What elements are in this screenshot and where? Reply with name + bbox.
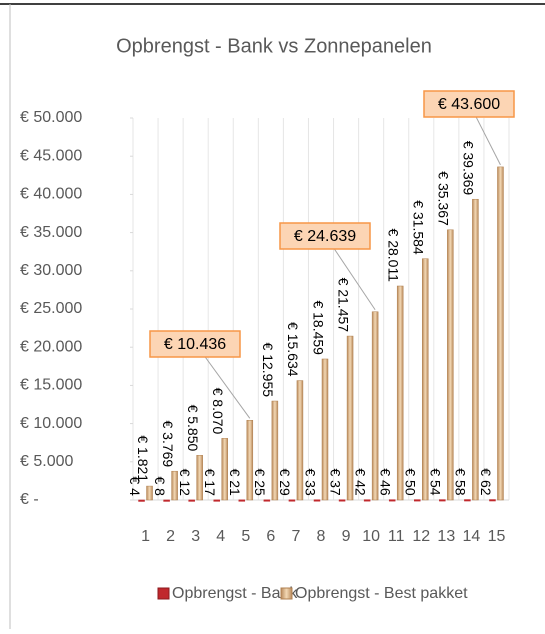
bar	[472, 198, 479, 501]
data-label: € 21	[227, 469, 243, 496]
bar	[396, 285, 404, 501]
data-label: € 54	[428, 468, 444, 495]
bar	[388, 499, 396, 502]
bar	[414, 499, 421, 502]
bar	[497, 166, 504, 501]
bar	[464, 499, 471, 502]
data-label: € 46	[377, 468, 393, 495]
callout-box	[423, 90, 515, 118]
bar	[447, 229, 454, 501]
bar	[321, 358, 329, 501]
legend-swatch	[157, 587, 170, 600]
y-tick-label: € 15.000	[20, 377, 82, 394]
data-label: € 12.955	[260, 343, 276, 398]
bar	[271, 400, 279, 501]
bar	[238, 499, 246, 502]
data-label: € 43.600	[438, 96, 500, 113]
y-tick-label: € 20.000	[20, 338, 82, 355]
y-tick-label: € 30.000	[20, 262, 82, 279]
y-tick-label: € 40.000	[20, 186, 82, 203]
data-label: € 58	[453, 468, 469, 495]
bar	[371, 311, 379, 501]
x-tick-label: 11	[388, 528, 405, 545]
bar	[489, 499, 496, 502]
y-tick-label: € 25.000	[20, 300, 82, 317]
data-label: € 37	[327, 468, 343, 495]
x-tick-label: 6	[266, 528, 275, 545]
legend-label: Opbrengst - Bank	[172, 585, 298, 602]
data-label: € 29	[277, 469, 293, 496]
bar	[313, 499, 321, 502]
bar	[246, 420, 254, 501]
data-label: € 35.367	[436, 171, 452, 226]
data-label: € 42	[352, 468, 368, 495]
data-label: € 18.459	[310, 300, 326, 355]
bar	[263, 499, 271, 502]
bar	[422, 258, 429, 501]
x-tick-label: 2	[166, 528, 175, 545]
x-tick-label: 5	[241, 528, 250, 545]
data-label: € 39.369	[461, 141, 477, 196]
bar	[338, 499, 346, 502]
data-label: € 33	[302, 468, 318, 495]
x-tick-label: 13	[437, 528, 455, 545]
data-label: € 28.011	[385, 229, 401, 283]
y-tick-label: € 5.000	[20, 453, 73, 470]
bar	[288, 499, 296, 502]
data-label: € 17	[202, 469, 218, 496]
bar	[346, 335, 354, 501]
data-label: € 50	[403, 468, 419, 495]
bar	[439, 499, 446, 502]
data-label: € 21.457	[335, 278, 351, 333]
data-label: € 10.436	[164, 336, 226, 353]
bar	[196, 455, 203, 501]
data-label: € 5.850	[185, 405, 201, 452]
x-tick-label: 1	[141, 528, 150, 545]
data-label: € 8.070	[210, 388, 226, 435]
data-label: € 1.821	[135, 435, 151, 482]
y-tick-label: € 35.000	[20, 224, 82, 241]
x-tick-label: 3	[191, 528, 200, 545]
y-tick-label: € 10.000	[20, 415, 82, 432]
bar	[138, 499, 145, 502]
bar	[171, 470, 178, 501]
data-label: € 4	[127, 477, 143, 497]
x-tick-label: 12	[412, 528, 430, 545]
data-label: € 25	[252, 469, 268, 496]
data-label: € 15.634	[285, 322, 301, 377]
bar	[163, 499, 170, 502]
x-tick-label: 7	[291, 528, 300, 545]
y-tick-label: € 45.000	[20, 147, 82, 164]
callout-box	[279, 222, 371, 250]
bar	[296, 380, 304, 501]
chart-title: Opbrengst - Bank vs Zonnepanelen	[116, 35, 432, 57]
y-tick-label: € -	[20, 491, 39, 508]
data-label: € 24.639	[294, 228, 356, 245]
bar	[363, 499, 371, 502]
bar	[188, 499, 195, 502]
x-tick-label: 15	[488, 528, 506, 545]
bar	[146, 485, 153, 501]
x-tick-label: 14	[463, 528, 481, 545]
x-tick-label: 10	[362, 528, 380, 545]
legend-label: Opbrengst - Best pakket	[295, 585, 468, 602]
data-label: € 8	[152, 476, 168, 496]
callout-box	[149, 330, 241, 358]
y-tick-label: € 50.000	[20, 109, 82, 126]
data-label: € 12	[177, 469, 193, 496]
data-label: € 3.769	[160, 420, 176, 467]
x-tick-label: 9	[342, 528, 351, 545]
x-tick-label: 4	[216, 528, 225, 545]
data-label: € 62	[478, 468, 494, 495]
data-label: € 31.584	[411, 200, 427, 255]
bar	[221, 438, 228, 501]
legend-swatch	[280, 587, 293, 600]
x-tick-label: 8	[317, 528, 326, 545]
bar	[213, 499, 220, 502]
